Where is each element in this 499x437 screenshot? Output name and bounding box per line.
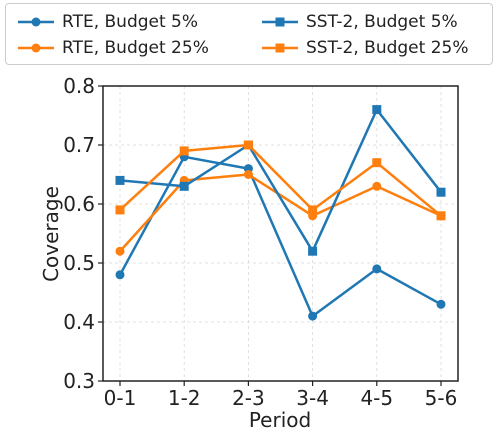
series-0 [115, 152, 446, 321]
y-tick-label: 0.3 [63, 369, 95, 393]
y-tick-label: 0.4 [63, 310, 95, 334]
legend-swatch-square-blue [262, 17, 298, 27]
x-tick-label: 4-5 [360, 386, 393, 410]
legend-item-rte-5: RTE, Budget 5% [18, 11, 198, 33]
legend: RTE, Budget 5% RTE, Budget 25% SST-2, Bu… [5, 3, 493, 65]
data-point [115, 175, 125, 185]
grid-lines [103, 85, 458, 382]
x-tick-label: 3-4 [296, 386, 329, 410]
data-point [243, 140, 253, 150]
legend-item-sst2-25: SST-2, Budget 25% [262, 37, 469, 59]
series-line [118, 155, 442, 318]
x-axis-label: Period [249, 408, 311, 432]
data-point [308, 246, 318, 256]
data-point [308, 311, 318, 321]
data-point [179, 181, 189, 191]
data-point [372, 105, 382, 115]
series-line [119, 108, 442, 253]
legend-label: RTE, Budget 5% [62, 12, 199, 32]
legend-label: RTE, Budget 25% [62, 38, 209, 58]
data-point [372, 158, 382, 168]
data-point [436, 211, 446, 221]
x-tick-label: 0-1 [104, 386, 137, 410]
series-line [119, 173, 442, 253]
data-point [115, 205, 125, 215]
legend-label: SST-2, Budget 5% [306, 12, 458, 32]
data-point [308, 205, 318, 215]
data-point [372, 264, 382, 274]
x-tick-label: 1-2 [168, 386, 201, 410]
plot-frame [102, 85, 459, 382]
legend-item-sst2-5: SST-2, Budget 5% [262, 11, 458, 33]
legend-swatch-circle-blue [18, 17, 54, 27]
series-line [119, 143, 442, 217]
series-3 [115, 140, 446, 221]
data-point [436, 187, 446, 197]
series-layer [115, 105, 446, 321]
series-2 [115, 105, 446, 256]
y-tick-label: 0.5 [63, 251, 95, 275]
data-point [243, 170, 253, 179]
y-tick-label: 0.7 [63, 133, 95, 157]
y-axis-ticks: 0.3 0.4 0.5 0.6 0.7 0.8 [63, 74, 103, 393]
data-point [115, 270, 125, 280]
legend-swatch-square-orange [262, 43, 298, 53]
legend-label: SST-2, Budget 25% [306, 38, 469, 58]
legend-swatch-circle-orange [18, 43, 54, 53]
y-tick-label: 0.8 [63, 74, 95, 98]
x-tick-label: 5-6 [425, 386, 458, 410]
data-point [115, 246, 125, 256]
x-tick-label: 2-3 [232, 386, 265, 410]
y-tick-label: 0.6 [63, 192, 95, 216]
data-point [436, 299, 446, 309]
x-axis-ticks: 0-1 1-2 2-3 3-4 4-5 5-6 [104, 381, 458, 410]
data-point [179, 146, 189, 156]
y-axis-label: Coverage [39, 186, 63, 282]
legend-item-rte-25: RTE, Budget 25% [18, 37, 209, 59]
data-point [372, 181, 382, 191]
